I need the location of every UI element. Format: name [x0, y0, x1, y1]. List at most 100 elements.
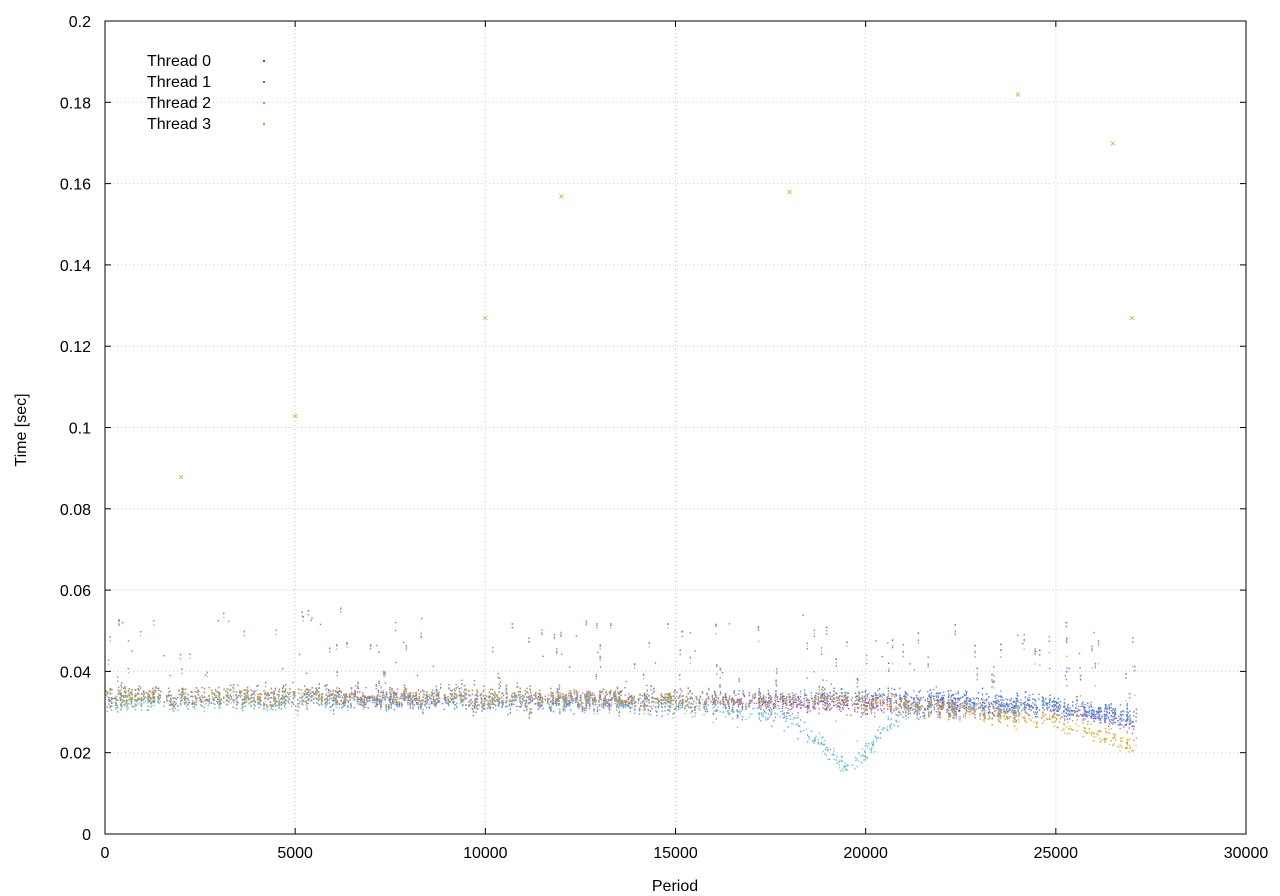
data-point: [873, 698, 875, 700]
data-point: [677, 697, 680, 700]
data-point: [692, 703, 694, 705]
data-point: [838, 706, 841, 708]
data-point: [1104, 717, 1107, 720]
data-point: [868, 692, 870, 695]
data-point: [1003, 708, 1005, 710]
data-point: [985, 693, 988, 695]
data-point: [776, 672, 778, 674]
data-point: [333, 694, 336, 696]
data-point: [566, 699, 568, 701]
data-point: [630, 695, 633, 698]
data-point: [1090, 716, 1093, 718]
data-point: [405, 690, 407, 692]
data-point: [168, 695, 170, 697]
data-point: [411, 700, 414, 703]
data-point: [395, 693, 397, 695]
data-point: [964, 701, 966, 703]
data-point: [900, 700, 902, 702]
data-point: [819, 701, 821, 703]
data-point: [554, 702, 556, 705]
data-point: [939, 706, 941, 708]
data-point: [789, 704, 792, 706]
data-point: [1012, 709, 1014, 711]
data-point: [821, 695, 824, 697]
data-point: [143, 691, 145, 693]
data-point: [336, 645, 338, 647]
data-point: [939, 712, 941, 714]
data-point: [1046, 702, 1049, 705]
data-point: [181, 694, 183, 696]
data-point: [1108, 725, 1110, 727]
data-point: [974, 708, 976, 710]
data-point: [576, 697, 578, 699]
data-point: [836, 706, 838, 708]
data-point: [713, 690, 716, 692]
data-point: [1042, 697, 1045, 699]
data-point: [840, 703, 842, 705]
data-point: [1008, 705, 1010, 708]
data-point: [239, 691, 241, 694]
data-point: [375, 698, 378, 700]
data-point: [394, 701, 396, 703]
data-point: [611, 698, 613, 700]
data-point: [883, 707, 885, 710]
data-point: [1121, 724, 1123, 726]
data-point: [872, 707, 874, 709]
data-point: [505, 693, 507, 695]
data-point: [711, 696, 714, 699]
data-point: [977, 707, 980, 709]
data-point: [982, 702, 984, 704]
data-point: [589, 692, 591, 695]
data-point: [881, 694, 884, 696]
data-point: [133, 706, 135, 708]
data-point: [855, 703, 857, 706]
data-point: [1000, 695, 1002, 697]
data-point: [1114, 707, 1117, 710]
data-point: [842, 699, 844, 702]
data-point: [1103, 713, 1105, 716]
data-point: [1052, 715, 1054, 718]
data-point: [292, 703, 295, 705]
data-point: [624, 694, 627, 696]
data-point: [870, 712, 873, 714]
data-point: [233, 699, 235, 701]
data-point: [960, 696, 962, 699]
data-point: [715, 694, 717, 697]
data-point: [257, 696, 259, 698]
data-point: [460, 687, 462, 689]
data-point: [563, 702, 566, 705]
data-point: [446, 702, 448, 704]
data-point: [378, 651, 380, 653]
data-point: [1011, 707, 1013, 709]
data-point: [867, 702, 870, 704]
data-point: [955, 708, 957, 710]
data-point: [935, 686, 937, 688]
data-point: [1061, 712, 1063, 715]
data-point: [826, 697, 828, 700]
data-point: [902, 704, 904, 706]
data-point: [589, 705, 591, 707]
data-point: [927, 708, 929, 710]
data-point: [575, 635, 578, 637]
data-point: [943, 694, 945, 697]
data-point: [767, 701, 770, 703]
data-point: [1035, 650, 1037, 653]
data-point: [627, 698, 630, 700]
data-point: [758, 691, 760, 693]
data-point: [556, 650, 558, 653]
data-point: [1112, 716, 1114, 718]
data-point: [389, 695, 392, 697]
data-point: [846, 692, 848, 694]
data-point: [719, 669, 721, 671]
data-point: [836, 699, 838, 701]
data-point: [657, 707, 660, 709]
data-point: [309, 689, 311, 691]
data-point: [743, 695, 746, 698]
data-point: [918, 713, 921, 715]
data-point: [1104, 704, 1107, 706]
data-point: [927, 663, 929, 665]
data-point: [926, 705, 929, 707]
data-point: [1004, 710, 1006, 713]
data-point: [654, 662, 657, 664]
data-point: [550, 694, 552, 696]
